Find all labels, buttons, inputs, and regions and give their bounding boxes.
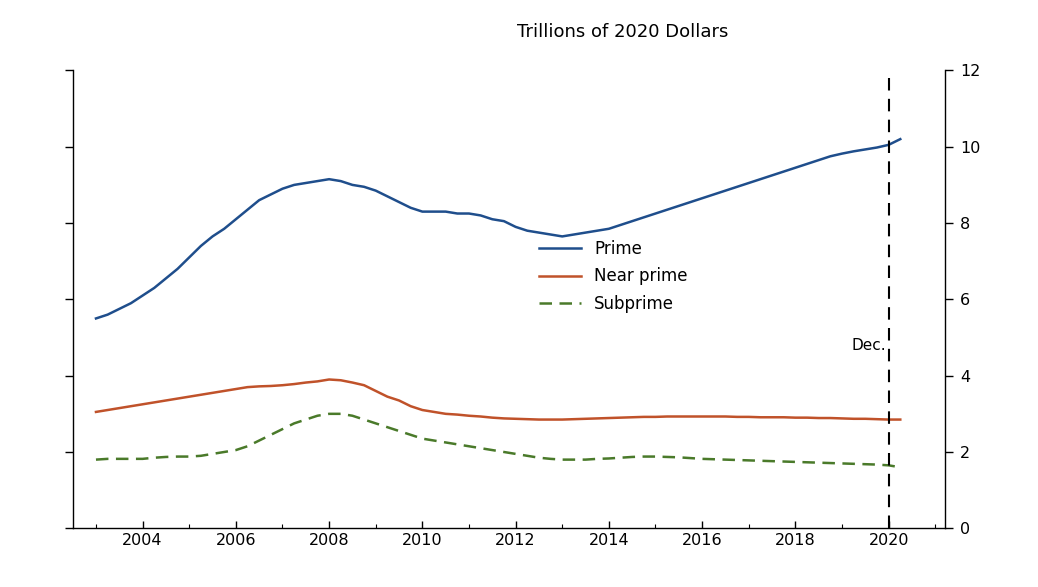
Line: Prime: Prime [95,139,900,318]
Near prime [800,414,813,421]
Near prime [894,416,906,423]
Near prime [439,410,452,417]
Prime [334,177,347,184]
Prime [532,229,545,236]
Near prime [195,391,208,398]
Subprime [777,458,790,465]
Near prime [276,382,289,389]
Prime [300,180,312,187]
Near prime [323,376,335,383]
Subprime [195,452,208,459]
Prime [276,185,289,193]
Near prime [556,416,569,423]
Prime [89,315,102,322]
Prime [777,168,790,175]
Prime [766,172,778,179]
Subprime [544,456,556,463]
Near prime [89,409,102,416]
Text: Trillions of 2020 Dollars: Trillions of 2020 Dollars [517,23,729,42]
Subprime [323,410,335,417]
Subprime [276,426,289,433]
Subprime [89,456,102,463]
Line: Near prime: Near prime [95,379,900,420]
Near prime [532,416,545,423]
Subprime [347,412,359,419]
Subprime [789,458,801,465]
Line: Subprime: Subprime [95,414,900,467]
Near prime [347,379,359,386]
Subprime [894,464,906,471]
Text: Dec.: Dec. [851,338,886,353]
Prime [894,136,906,143]
Legend: Prime, Near prime, Subprime: Prime, Near prime, Subprime [532,234,694,319]
